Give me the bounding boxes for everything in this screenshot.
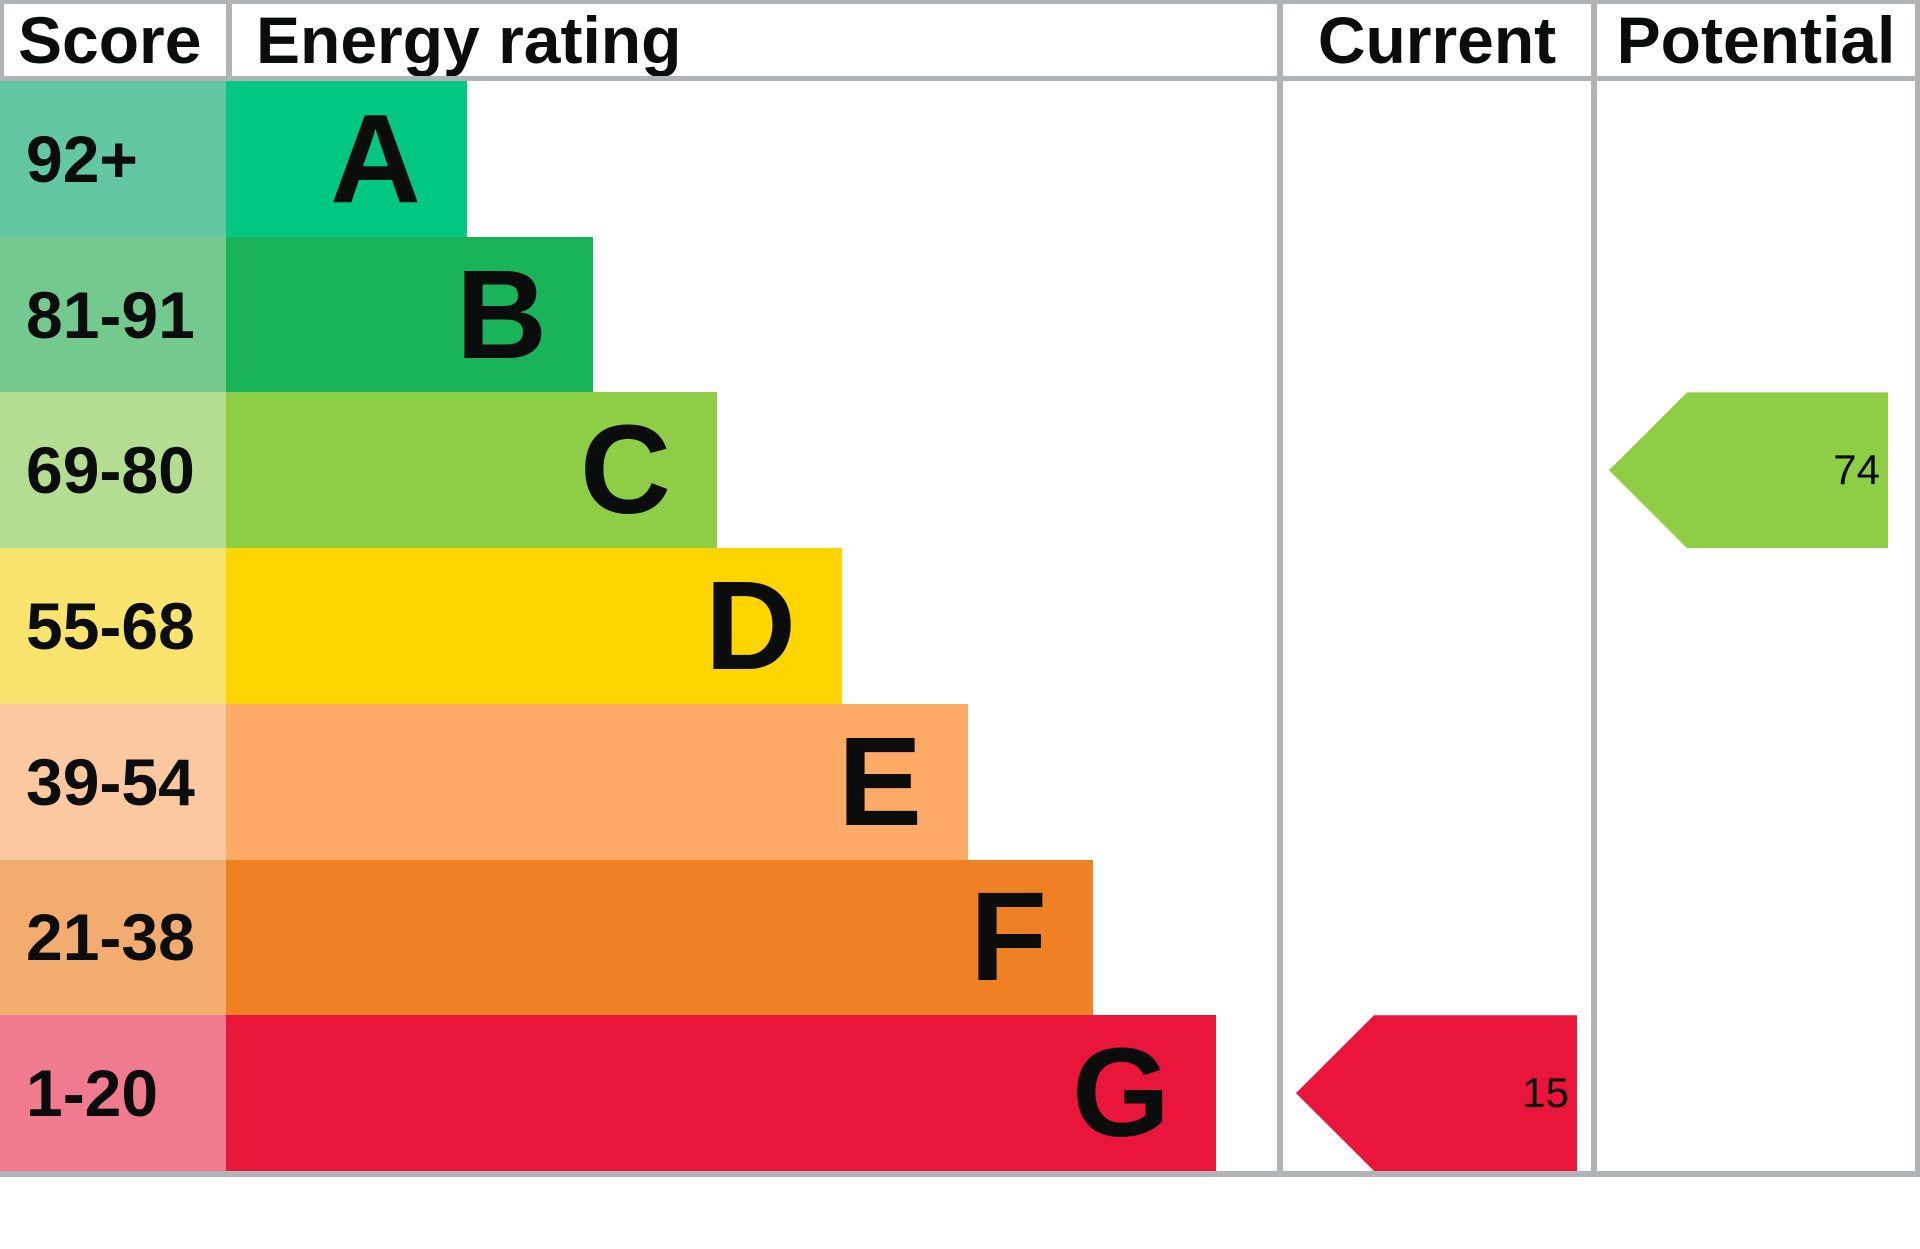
band-bar-e: E bbox=[226, 703, 968, 860]
band-letter-g: G bbox=[1071, 1022, 1170, 1164]
band-letter-f: F bbox=[970, 866, 1047, 1008]
energy-rating-column-header: Energy rating bbox=[256, 3, 682, 77]
current-rating-arrow-value: 15 bbox=[1522, 1069, 1569, 1117]
table-top-border bbox=[0, 0, 1920, 4]
band-row-b: 81-91 B bbox=[0, 236, 1920, 393]
band-bar-c: C bbox=[226, 392, 717, 549]
chart-bottom-border bbox=[0, 1171, 1920, 1177]
table-right-border bbox=[1915, 0, 1920, 1177]
current-column-divider bbox=[1277, 4, 1283, 1171]
band-bar-a: A bbox=[226, 81, 467, 237]
band-letter-a: A bbox=[330, 87, 421, 229]
band-letter-c: C bbox=[580, 399, 671, 541]
band-letter-b: B bbox=[456, 243, 547, 385]
band-bar-g: G bbox=[226, 1015, 1216, 1171]
header-bottom-border bbox=[0, 76, 1920, 81]
potential-rating-arrow-value: 74 bbox=[1833, 446, 1880, 494]
band-letter-d: D bbox=[705, 554, 796, 696]
score-range-d: 55-68 bbox=[0, 548, 226, 704]
band-row-e: 39-54 E bbox=[0, 703, 1920, 860]
band-bar-b: B bbox=[226, 236, 593, 393]
band-row-d: 55-68 D bbox=[0, 548, 1920, 704]
score-range-a: 92+ bbox=[0, 81, 226, 237]
score-range-c: 69-80 bbox=[0, 392, 226, 549]
band-row-g: 1-20 G bbox=[0, 1015, 1920, 1171]
band-bar-d: D bbox=[226, 548, 842, 704]
score-column-divider bbox=[226, 4, 232, 76]
score-range-b: 81-91 bbox=[0, 236, 226, 393]
potential-column-header: Potential bbox=[1616, 3, 1896, 77]
band-row-a: 92+ A bbox=[0, 81, 1920, 237]
band-letter-e: E bbox=[837, 710, 922, 852]
band-bar-f: F bbox=[226, 859, 1093, 1016]
score-column-header: Score bbox=[18, 3, 202, 77]
band-row-c: 69-80 C bbox=[0, 392, 1920, 549]
score-range-f: 21-38 bbox=[0, 859, 226, 1016]
score-range-g: 1-20 bbox=[0, 1015, 226, 1171]
current-column-header: Current bbox=[1317, 3, 1557, 77]
header-left-border bbox=[0, 0, 4, 76]
band-row-f: 21-38 F bbox=[0, 859, 1920, 1016]
score-range-e: 39-54 bbox=[0, 703, 226, 860]
potential-column-divider bbox=[1591, 4, 1597, 1171]
